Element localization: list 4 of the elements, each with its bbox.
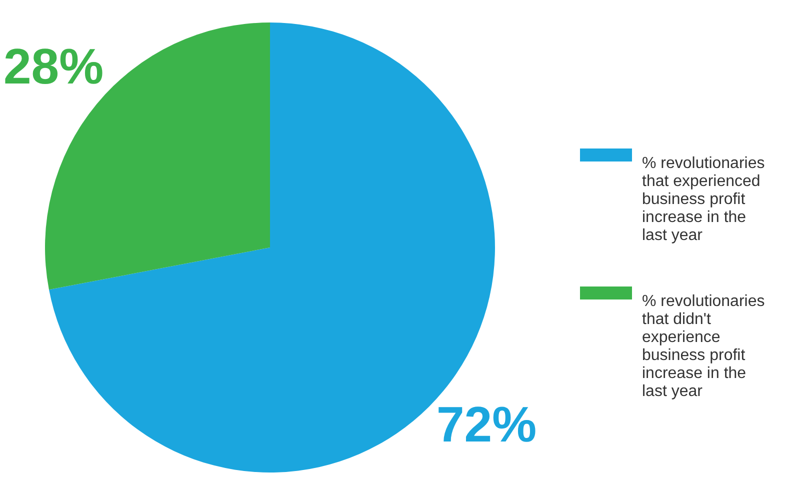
data-label: 28% <box>3 38 104 94</box>
data-label: 72% <box>436 396 537 453</box>
legend-label: % revolutionaries that didn't experience business profit increase in the last year <box>642 293 765 400</box>
legend-label: % revolutionaries that experienced business profit increase in the last year <box>642 155 765 244</box>
